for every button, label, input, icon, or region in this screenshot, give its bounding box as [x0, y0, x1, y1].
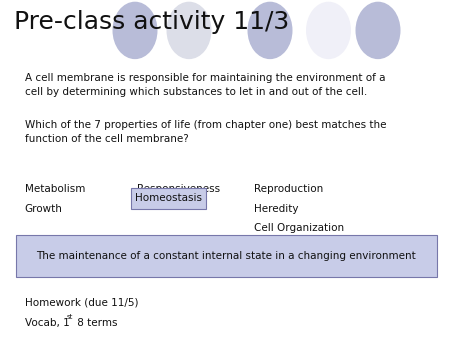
- Text: Which of the 7 properties of life (from chapter one) best matches the
function o: Which of the 7 properties of life (from …: [25, 120, 386, 144]
- FancyBboxPatch shape: [16, 235, 436, 277]
- Ellipse shape: [112, 2, 158, 59]
- Text: Homework (due 11/5): Homework (due 11/5): [25, 297, 138, 308]
- Ellipse shape: [306, 2, 351, 59]
- Text: st: st: [67, 314, 73, 320]
- Text: Responsiveness: Responsiveness: [137, 184, 220, 194]
- Text: A cell membrane is responsible for maintaining the environment of a
cell by dete: A cell membrane is responsible for maint…: [25, 73, 385, 97]
- Text: Homeostasis: Homeostasis: [135, 193, 202, 203]
- Text: Cell Organization: Cell Organization: [254, 223, 344, 233]
- Text: Reproduction: Reproduction: [254, 184, 324, 194]
- Ellipse shape: [356, 2, 400, 59]
- Text: Vocab, 1: Vocab, 1: [25, 318, 69, 328]
- Text: Metabolism: Metabolism: [25, 184, 85, 194]
- Ellipse shape: [248, 2, 292, 59]
- FancyBboxPatch shape: [131, 188, 206, 209]
- Text: 8 terms: 8 terms: [74, 318, 118, 328]
- Text: Growth: Growth: [25, 204, 63, 215]
- Text: The maintenance of a constant internal state in a changing environment: The maintenance of a constant internal s…: [36, 251, 416, 261]
- Ellipse shape: [166, 2, 212, 59]
- Text: Heredity: Heredity: [254, 204, 299, 215]
- Text: Pre-class activity 11/3: Pre-class activity 11/3: [14, 10, 289, 34]
